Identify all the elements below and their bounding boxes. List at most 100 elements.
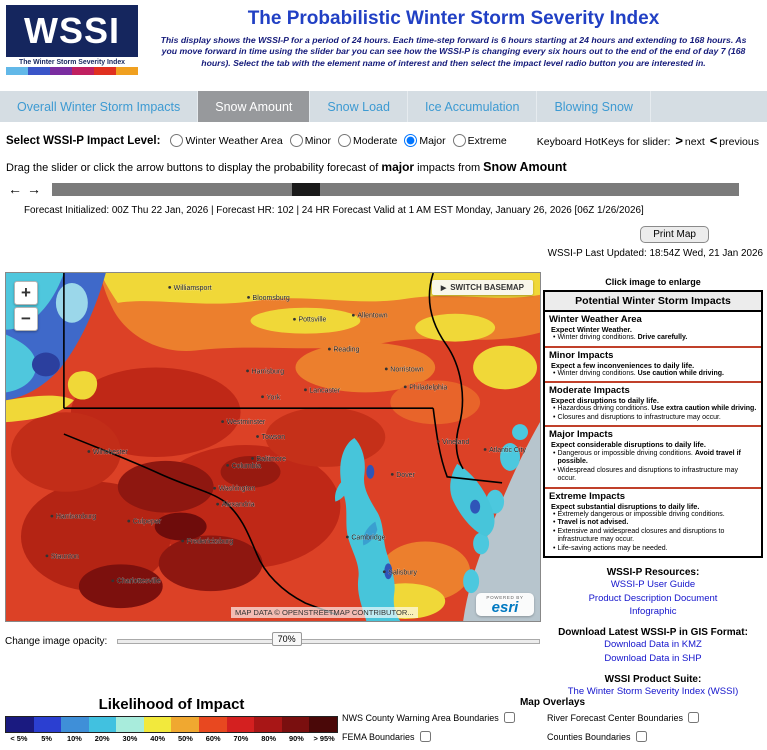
link-infographic[interactable]: Infographic <box>629 606 677 618</box>
wssi-logo-colorbar <box>6 67 138 75</box>
tab-snow-amount[interactable]: Snow Amount <box>198 91 311 122</box>
likelihood-swatch-40 <box>143 717 172 732</box>
map-city-labels: Williamsport Bloomsburg Pottsville Allentow… <box>45 285 527 585</box>
print-map-button[interactable]: Print Map <box>640 226 709 243</box>
impact-section-winter-weather-area: Winter Weather Area Expect Winter Weather… <box>549 314 688 342</box>
svg-text:Salisbury: Salisbury <box>388 569 417 576</box>
slider-step-forward-button[interactable]: → <box>27 181 41 197</box>
svg-text:York: York <box>267 394 281 401</box>
slider-hotkeys: Keyboard HotKeys for slider: > next < prev… <box>537 133 759 148</box>
impact-radio-minor[interactable]: Minor <box>289 134 331 147</box>
overlay-checkbox-nws-county-warning-area-boundaries[interactable] <box>503 712 515 723</box>
switch-basemap-button[interactable]: ▶ SWITCH BASEMAP <box>431 280 533 295</box>
impact-radio-input-moderate[interactable] <box>337 134 351 147</box>
link-download-data-in-kmz[interactable]: Download Data in KMZ <box>604 639 702 651</box>
impact-section-major-impacts: Major Impacts Expect considerable disrupt… <box>545 425 761 486</box>
likelihood-title: Likelihood of Impact <box>98 696 245 713</box>
play-icon: ▶ <box>440 284 447 292</box>
hotkey-next-icon: > <box>675 133 683 148</box>
impact-level-row: Select WSSI-P Impact Level: Winter Weath… <box>0 122 767 150</box>
time-slider-handle[interactable] <box>292 182 321 196</box>
likelihood-swatch-80 <box>254 717 282 732</box>
impact-radio-winter-weather-area[interactable]: Winter Weather Area <box>170 134 283 147</box>
slider-caption-element: Snow Amount <box>483 160 567 174</box>
zoom-out-button[interactable]: − <box>14 307 38 331</box>
page-title: The Probabilistic Winter Storm Severity … <box>247 8 660 29</box>
map-overlays-title: Map Overlays <box>519 697 586 708</box>
link-the-winter-storm-severity-index-wssi[interactable]: The Winter Storm Severity Index (WSSI) <box>567 685 739 697</box>
esri-logo: POWERED BY esri <box>476 593 534 616</box>
svg-text:Harrisonburg: Harrisonburg <box>56 514 96 521</box>
svg-text:Washington: Washington <box>219 486 256 493</box>
slider-caption-middle: impacts from <box>414 162 484 174</box>
impact-section-moderate-impacts: Moderate Impacts Expect disruptions to da… <box>545 381 761 425</box>
likelihood-swatch-60 <box>199 717 227 732</box>
svg-text:Winchester: Winchester <box>93 449 129 456</box>
resources-title: WSSI-P Resources: <box>606 567 700 579</box>
svg-text:Westminster: Westminster <box>227 419 266 426</box>
tab-snow-load[interactable]: Snow Load <box>310 91 408 122</box>
downloads-links: Download Data in KMZ Download Data in SHP <box>543 638 763 665</box>
link-wssi-p-user-guide[interactable]: WSSI-P User Guide <box>610 579 696 591</box>
likelihood-bar <box>5 716 338 733</box>
impact-radio-major[interactable]: Major <box>404 134 446 147</box>
map-zoom-controls: + − <box>14 281 38 331</box>
resources-links: WSSI-P User Guide Product Description Doc… <box>543 578 763 618</box>
esri-wordmark: esri <box>491 599 519 616</box>
impact-radio-extreme[interactable]: Extreme <box>452 134 507 147</box>
impact-radio-input-major[interactable] <box>404 134 418 147</box>
link-product-description-document[interactable]: Product Description Document <box>588 592 718 604</box>
likelihood-swatch-30 <box>116 717 144 732</box>
overlay-fema-boundaries[interactable]: FEMA Boundaries <box>342 731 547 742</box>
impact-legend-panel[interactable]: Potential Winter Storm Impacts Winter We… <box>543 290 763 559</box>
product-suite-block: WSSI Product Suite: The Winter Storm Sev… <box>543 674 763 698</box>
likelihood-swatch-20 <box>88 717 117 732</box>
impact-radio-input-winter-weather-area[interactable] <box>170 134 184 147</box>
print-row: Print Map <box>0 216 767 243</box>
tab-overall-winter-storm-impacts[interactable]: Overall Winter Storm Impacts <box>0 91 199 122</box>
header: WSSI The Winter Storm Severity Index The… <box>0 0 767 75</box>
svg-text:Bloomsburg: Bloomsburg <box>253 295 290 302</box>
opacity-thumb[interactable]: 70% <box>271 632 302 646</box>
opacity-slider-track[interactable]: 70% <box>117 632 540 646</box>
overlay-river-forecast-center-boundaries[interactable]: River Forecast Center Boundaries <box>547 712 763 723</box>
hotkey-prev-label: previous <box>719 136 759 148</box>
likelihood-swatch-70 <box>226 717 255 732</box>
overlay-checkbox-counties-boundaries[interactable] <box>635 731 647 742</box>
time-slider-track[interactable] <box>52 182 739 196</box>
slider-step-back-button[interactable]: ← <box>8 181 22 197</box>
overlay-nws-county-warning-area-boundaries[interactable]: NWS County Warning Area Boundaries <box>342 712 547 723</box>
impact-level-label: Select WSSI-P Impact Level: <box>6 134 161 147</box>
overlay-checkbox-fema-boundaries[interactable] <box>419 731 431 742</box>
svg-text:Allentown: Allentown <box>357 313 387 320</box>
enlarge-hint: Click image to enlarge <box>605 277 701 287</box>
overlay-checkbox-river-forecast-center-boundaries[interactable] <box>688 712 700 723</box>
svg-text:Fredericksburg: Fredericksburg <box>187 538 234 545</box>
zoom-in-button[interactable]: + <box>14 281 38 305</box>
svg-text:Baltimore: Baltimore <box>257 456 287 463</box>
tab-ice-accumulation[interactable]: Ice Accumulation <box>408 91 538 122</box>
tab-blowing-snow[interactable]: Blowing Snow <box>537 91 651 122</box>
tab-bar: Overall Winter Storm Impacts Snow Amount S… <box>0 91 767 122</box>
impact-legend-sections: Winter Weather Area Expect Winter Weather… <box>545 312 761 556</box>
impact-radio-input-minor[interactable] <box>289 134 303 147</box>
forecast-info: Forecast Initialized: 00Z Thu 22 Jan, 20… <box>24 205 644 216</box>
link-download-data-in-shp[interactable]: Download Data in SHP <box>604 652 702 664</box>
last-updated: WSSI-P Last Updated: 18:54Z Wed, 21 Jan … <box>547 248 763 259</box>
wssi-probability-map[interactable]: Williamsport Bloomsburg Pottsville Allentow… <box>5 272 541 622</box>
map-overlays: Map Overlays NWS County Warning Area Bou… <box>342 697 763 742</box>
impact-radio-input-extreme[interactable] <box>452 134 466 147</box>
svg-text:Reading: Reading <box>333 347 359 354</box>
wssi-logo: WSSI The Winter Storm Severity Index <box>6 5 138 75</box>
slider-caption-prefix: Drag the slider or click the arrow butto… <box>6 162 382 174</box>
time-slider-row: ← → <box>0 174 767 196</box>
overlay-counties-boundaries[interactable]: Counties Boundaries <box>547 731 763 742</box>
likelihood-swatch-5 <box>33 717 62 732</box>
svg-text:Lancaster: Lancaster <box>309 387 340 394</box>
esri-powered-by-label: POWERED BY <box>486 595 524 600</box>
impact-section-minor-impacts: Minor Impacts Expect a few inconveniences… <box>545 345 761 382</box>
impact-radio-moderate[interactable]: Moderate <box>337 134 397 147</box>
svg-text:Charlottesville: Charlottesville <box>117 578 161 585</box>
opacity-value: 70% <box>277 634 296 644</box>
